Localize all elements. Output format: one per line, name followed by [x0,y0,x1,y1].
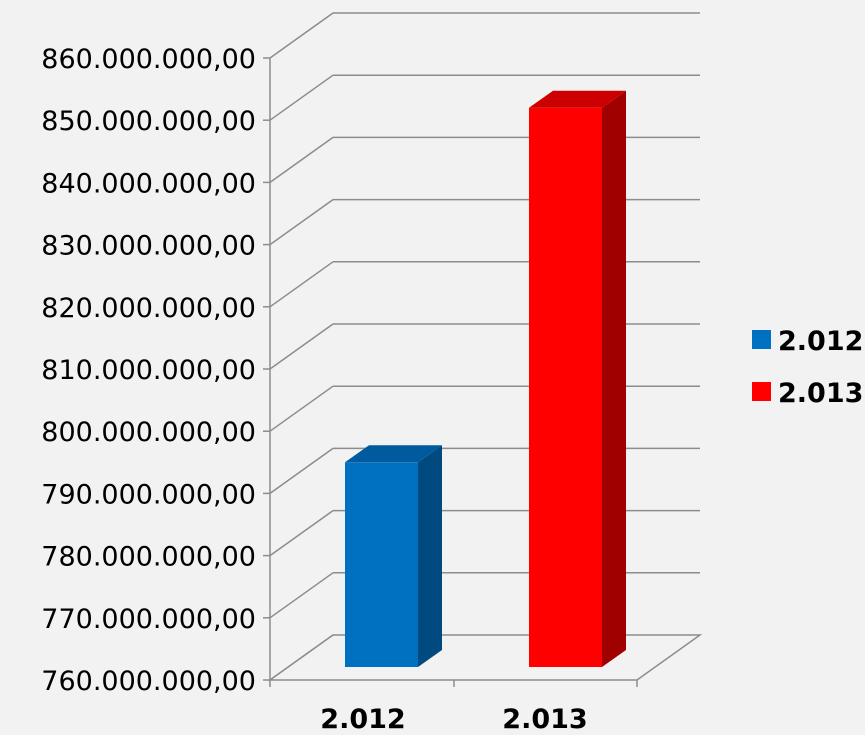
x-tick-label: 2.012 [320,704,405,735]
y-tick-label: 810.000.000,00 [41,355,256,386]
legend-swatch [752,382,771,401]
bar-front-2.012 [345,462,418,667]
y-tick-label: 800.000.000,00 [41,417,256,448]
gridline-side [269,12,334,59]
legend-label: 2.012 [778,326,863,357]
x-tick-labels: 2.012 2.013 [320,704,587,735]
y-tick-label: 760.000.000,00 [41,666,256,697]
gridline-side [269,572,334,619]
y-tick-label: 830.000.000,00 [41,231,256,262]
y-tick-label: 780.000.000,00 [41,542,256,573]
bar-side-2.013 [602,90,626,667]
gridlines [269,12,700,681]
y-tick-label: 860.000.000,00 [41,44,256,75]
y-tick-label: 820.000.000,00 [41,293,256,324]
y-tick-label: 790.000.000,00 [41,479,256,510]
gridline-side [269,261,334,308]
legend-label: 2.013 [778,378,863,409]
y-tick-label: 850.000.000,00 [41,106,256,137]
y-tick-label: 840.000.000,00 [41,168,256,199]
bar-top-2.012 [345,445,442,463]
gridline-side [269,447,334,495]
chart-floor [267,634,703,681]
x-tick-label: 2.013 [502,704,587,735]
legend-swatch [752,330,771,349]
bar-front-2.013 [529,107,602,667]
gridline-side [269,385,334,432]
bar-top-2.013 [529,90,626,108]
y-tick-labels: 760.000.000,00 770.000.000,00 780.000.000,… [41,44,256,697]
gridline-side [269,74,334,121]
bars [345,90,626,667]
bar-side-2.012 [418,445,442,667]
axes [263,57,703,687]
gridline-side [269,323,334,370]
gridline-side [269,509,334,557]
gridline-side [269,136,334,184]
gridline-side [269,198,334,246]
legend: 2.012 2.013 [752,326,863,409]
y-tick-label: 770.000.000,00 [41,604,256,635]
